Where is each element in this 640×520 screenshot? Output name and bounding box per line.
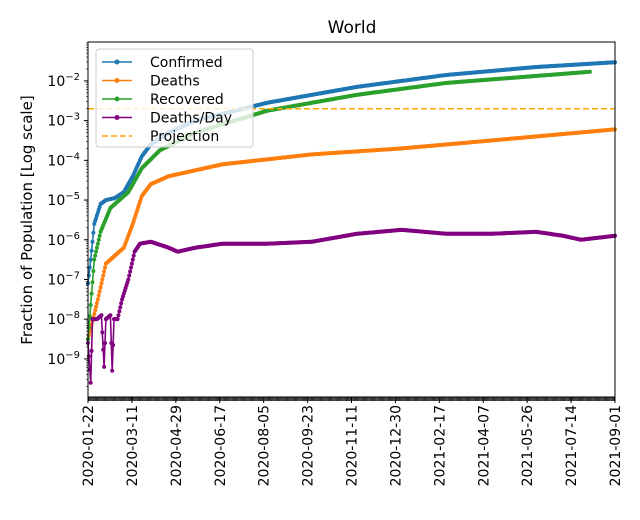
series-deaths-day-point <box>129 265 134 270</box>
series-deaths-point <box>97 289 102 294</box>
series-deaths-point <box>100 277 105 282</box>
legend-recovered-label: Recovered <box>150 92 224 108</box>
y-tick-label: 10−9 <box>47 350 80 368</box>
series-confirmed-point <box>91 230 96 235</box>
series-deaths-point <box>94 304 99 309</box>
series-recovered-point <box>87 314 92 319</box>
legend-deaths-marker <box>114 78 120 83</box>
series-deaths-day-point <box>116 313 121 318</box>
series-deaths-point <box>95 297 100 302</box>
series-recovered-point <box>88 302 93 307</box>
series-deaths-day-point <box>87 367 92 372</box>
series-deaths-point <box>93 308 98 313</box>
series-deaths-day-point <box>129 261 134 266</box>
series-deaths-day-point <box>110 368 115 373</box>
series-deaths-day-point <box>131 253 136 258</box>
series-deaths-day-point <box>88 380 93 385</box>
series-recovered-point <box>587 69 592 74</box>
y-tick-label: 10−5 <box>47 191 80 209</box>
y-axis-label: Fraction of Population [Log scale] <box>18 95 36 344</box>
legend-confirmed-marker <box>114 59 120 65</box>
series-confirmed-point <box>87 265 92 270</box>
series-deaths-point <box>99 281 104 286</box>
series-deaths-point <box>103 265 108 270</box>
series-deaths-point <box>98 285 103 290</box>
x-tick-label: 2021-09-01 <box>608 405 624 486</box>
x-tick-label: 2021-04-07 <box>476 405 492 486</box>
series-confirmed-point <box>86 273 91 278</box>
x-tick-label: 2020-12-30 <box>388 405 404 486</box>
series-recovered-point <box>89 291 94 296</box>
series-deaths-day-point <box>111 342 116 347</box>
series-confirmed-point <box>88 257 93 262</box>
y-tick-label: 10−2 <box>47 72 80 90</box>
y-tick-label: 10−7 <box>47 270 80 288</box>
series-recovered-point <box>94 249 99 254</box>
x-tick-label: 2020-03-11 <box>125 405 141 486</box>
series-confirmed-point <box>89 248 94 253</box>
x-tick-label: 2021-07-14 <box>564 405 580 486</box>
series-deaths-day-point <box>130 257 135 262</box>
series-deaths-day-point <box>115 317 120 322</box>
y-tick-label: 10−8 <box>47 310 80 328</box>
x-tick-label: 2020-01-22 <box>81 405 97 486</box>
chart-title: World <box>328 18 377 38</box>
series-deaths-day-point <box>128 269 133 274</box>
series-deaths-point <box>92 312 97 317</box>
series-recovered-point <box>91 268 96 273</box>
legend-deaths-label: Deaths <box>150 74 200 90</box>
x-tick-label: 2021-05-26 <box>520 405 536 486</box>
series-deaths-point <box>94 301 99 306</box>
series-deaths-day-point <box>102 364 107 369</box>
series-recovered-point <box>95 241 100 246</box>
y-tick-label: 10−3 <box>47 112 80 130</box>
series-recovered-point <box>93 253 98 258</box>
series-recovered-point <box>96 237 101 242</box>
series-deaths-point <box>96 293 101 298</box>
series-deaths-day-point <box>119 301 124 306</box>
series-recovered-point <box>94 245 99 250</box>
y-tick-label: 10−6 <box>47 231 80 249</box>
legend-deaths-day-marker <box>114 115 120 120</box>
series-deaths-day-point <box>86 354 91 359</box>
series-deaths-day-point <box>118 305 123 310</box>
series-recovered-point <box>86 325 91 330</box>
x-tick-label: 2020-11-11 <box>345 405 361 486</box>
series-deaths-day-point <box>103 340 108 345</box>
x-tick-label: 2020-09-23 <box>301 405 317 486</box>
series-recovered-point <box>92 257 97 262</box>
series-deaths-day-point <box>108 313 113 318</box>
legend-deaths-day-label: Deaths/Day <box>150 111 232 127</box>
series-deaths-day-point <box>100 330 105 335</box>
legend: Confirmed Deaths Recovered Deaths/Day Projec… <box>95 48 254 148</box>
y-tick-label: 10−4 <box>47 151 80 169</box>
series-recovered-point <box>97 233 102 238</box>
x-tick-label: 2021-02-17 <box>432 405 448 486</box>
legend-recovered-marker <box>114 96 120 102</box>
series-deaths-day-point <box>99 313 104 318</box>
series-deaths-day-point <box>126 277 131 282</box>
series-recovered-point <box>90 280 95 285</box>
series-deaths-point <box>102 269 107 274</box>
x-tick-label: 2020-08-05 <box>257 405 273 486</box>
legend-box <box>95 48 254 148</box>
series-deaths-point <box>101 273 106 278</box>
axes-layer: 10−2 10−3 10−4 10−5 10−6 10−7 10−8 10−9 2020-01-… <box>47 41 624 486</box>
series-deaths-day-point <box>89 348 94 353</box>
x-tick-label: 2020-04-29 <box>169 405 185 486</box>
series-deaths-day-point <box>127 273 132 278</box>
series-confirmed-point <box>90 239 95 244</box>
legend-confirmed-label: Confirmed <box>150 55 223 71</box>
x-tick-label: 2020-06-17 <box>213 405 229 486</box>
series-deaths-day-point <box>117 309 122 314</box>
series-deaths-day-point <box>101 347 106 352</box>
legend-projection-label: Projection <box>150 129 219 145</box>
